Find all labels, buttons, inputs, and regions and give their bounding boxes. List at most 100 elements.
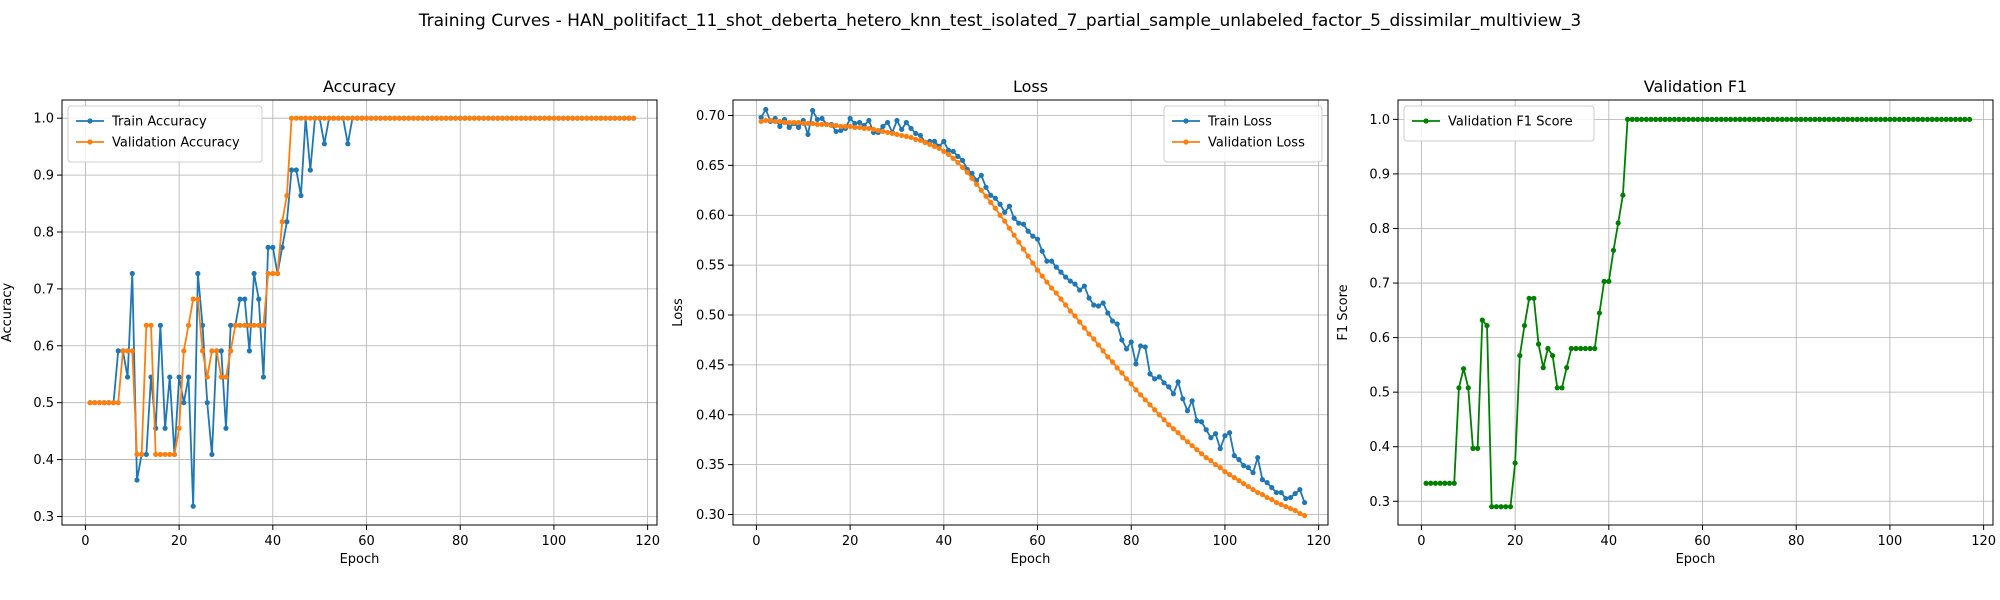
data-point (814, 116, 820, 123)
data-point (1901, 116, 1907, 122)
legend: Train Accuracy Validation Accuracy (67, 105, 263, 163)
data-point (1208, 435, 1214, 441)
data-point (852, 124, 858, 131)
data-point (1845, 116, 1851, 122)
data-point (880, 123, 886, 130)
data-point (866, 117, 872, 124)
y-tick-label: 0.9 (1369, 167, 1390, 182)
data-point (795, 124, 802, 131)
data-point (1301, 499, 1308, 506)
data-point (1095, 303, 1102, 309)
data-point (532, 115, 538, 121)
data-point (1217, 465, 1223, 471)
x-tick-label: 120 (1306, 534, 1331, 549)
data-point (1063, 274, 1069, 280)
data-point (1152, 376, 1158, 382)
data-point (997, 212, 1003, 218)
data-point (819, 121, 825, 128)
data-point (1105, 310, 1111, 316)
data-point (579, 115, 585, 121)
data-point (185, 374, 192, 380)
data-point (1807, 116, 1813, 122)
data-point (1446, 480, 1453, 486)
data-point (199, 348, 206, 354)
data-point (1269, 484, 1275, 491)
data-point (847, 115, 853, 122)
data-point (1929, 116, 1935, 122)
data-point (626, 115, 632, 121)
data-point (1166, 422, 1172, 428)
data-point (1479, 317, 1485, 323)
y-tick-label: 0.9 (33, 169, 54, 184)
data-point (288, 167, 295, 173)
data-point (988, 199, 994, 205)
data-point (1245, 483, 1251, 490)
data-point (87, 400, 93, 406)
data-point (630, 115, 637, 121)
data-point (345, 115, 351, 121)
data-point (354, 115, 360, 121)
data-point (317, 115, 323, 121)
legend-box (1163, 105, 1323, 163)
x-tick-label: 40 (936, 534, 953, 549)
chart-title: Accuracy (323, 77, 396, 96)
data-point (1475, 445, 1481, 451)
data-point (1194, 418, 1200, 424)
data-point (1194, 447, 1200, 453)
data-point (838, 127, 844, 134)
data-point (251, 322, 257, 328)
data-point (237, 322, 243, 328)
data-point (1016, 220, 1022, 226)
data-point (157, 322, 163, 328)
data-point (1147, 371, 1153, 377)
data-point (1297, 510, 1303, 517)
data-point (833, 128, 839, 135)
data-point (810, 120, 816, 127)
data-point (758, 114, 764, 121)
data-point (1250, 470, 1256, 476)
data-point (1170, 426, 1176, 432)
data-point (1086, 295, 1092, 301)
data-point (899, 126, 905, 133)
data-point (499, 115, 505, 121)
data-point (1568, 345, 1574, 352)
data-point (1849, 116, 1856, 122)
data-point (185, 322, 192, 328)
data-point (171, 451, 178, 458)
data-point (1817, 116, 1823, 122)
data-point (1545, 345, 1551, 352)
data-point (983, 184, 989, 190)
data-point (448, 115, 454, 121)
data-point (950, 148, 956, 154)
data-point (1278, 501, 1284, 508)
y-tick-label: 0.35 (696, 458, 725, 473)
x-tick-label: 100 (1878, 534, 1903, 549)
legend-box (1403, 105, 1595, 142)
data-point (1470, 445, 1476, 451)
data-point (396, 115, 402, 121)
data-point (1596, 310, 1603, 316)
data-point (838, 123, 844, 130)
data-point (847, 123, 853, 130)
data-point (476, 115, 482, 121)
data-point (1667, 116, 1673, 122)
data-point (1152, 407, 1158, 413)
data-point (228, 348, 234, 354)
data-point (218, 348, 224, 354)
y-tick-label: 0.4 (1369, 440, 1390, 455)
data-point (560, 115, 566, 121)
data-point (303, 115, 309, 121)
data-point (242, 296, 248, 302)
legend: Validation F1 Score (1403, 105, 1595, 142)
y-axis-label: Loss (671, 298, 686, 327)
data-point (298, 192, 304, 199)
data-point (124, 348, 131, 354)
x-tick-label: 80 (1123, 534, 1140, 549)
x-tick-label: 100 (542, 534, 567, 549)
x-tick-label: 20 (171, 534, 188, 549)
data-point (452, 115, 459, 121)
x-tick-label: 40 (1601, 534, 1618, 549)
data-point (513, 115, 520, 121)
data-point (420, 115, 426, 121)
data-point (434, 115, 440, 121)
